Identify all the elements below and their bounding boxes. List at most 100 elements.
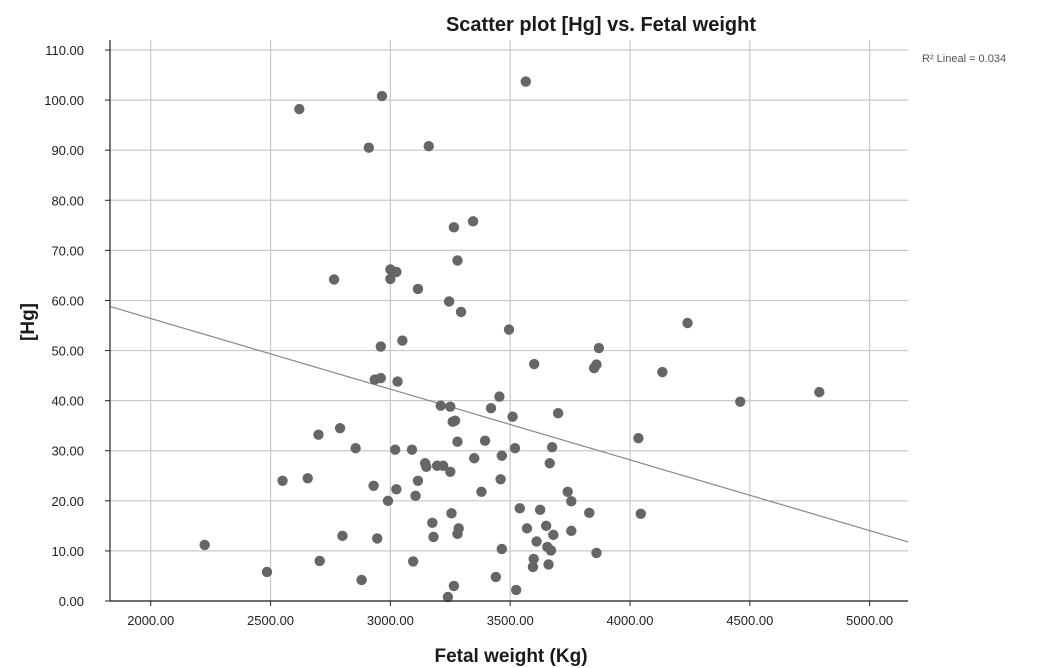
data-point (635, 508, 647, 520)
x-axis-title: Fetal weight (Kg) (434, 646, 587, 667)
axes (105, 40, 908, 606)
data-point (423, 140, 434, 152)
data-point (531, 536, 542, 547)
data-point (334, 422, 346, 434)
data-point (446, 508, 457, 519)
data-point (313, 429, 324, 440)
data-point (527, 561, 539, 573)
x-tick-label: 4500.00 (726, 613, 773, 628)
data-point (445, 401, 456, 412)
x-tick-label: 5000.00 (846, 613, 893, 628)
y-tick-label: 70.00 (51, 243, 84, 258)
data-point (261, 566, 273, 578)
data-point (412, 283, 424, 295)
y-tick-label: 30.00 (51, 444, 84, 459)
data-points (199, 76, 825, 603)
data-point (328, 274, 340, 285)
data-point (449, 415, 461, 426)
data-point (294, 103, 305, 115)
data-point (391, 266, 402, 278)
data-point (521, 523, 533, 534)
data-point (368, 480, 379, 491)
data-point (507, 411, 518, 422)
data-point (455, 306, 467, 318)
data-point (363, 142, 375, 153)
data-point (428, 531, 439, 543)
y-tick-label: 100.00 (44, 93, 84, 108)
r-squared-label: R² Lineal = 0.034 (922, 53, 1006, 65)
data-point (375, 372, 386, 384)
data-point (584, 507, 595, 519)
data-point (406, 444, 418, 455)
data-point (494, 391, 505, 402)
data-point (591, 359, 602, 370)
data-point (453, 523, 464, 534)
data-point (452, 436, 463, 447)
data-point (544, 458, 555, 469)
data-point (448, 580, 460, 592)
data-point (545, 545, 557, 556)
data-point (350, 443, 361, 454)
x-tick-label: 2500.00 (247, 613, 294, 628)
data-point (356, 574, 367, 586)
data-point (735, 396, 746, 407)
data-point (479, 435, 491, 446)
y-tick-label: 60.00 (51, 293, 84, 308)
y-tick-label: 20.00 (51, 494, 84, 509)
data-point (490, 571, 502, 583)
data-point (392, 376, 403, 387)
y-tick-label: 50.00 (51, 344, 84, 359)
data-point (469, 453, 480, 464)
data-point (540, 520, 552, 532)
data-point (633, 433, 644, 444)
fit-line-layer (109, 305, 909, 543)
data-point (593, 342, 605, 354)
data-point (389, 444, 401, 455)
y-tick-label: 110.00 (45, 43, 84, 58)
data-point (562, 486, 573, 498)
data-point (814, 386, 825, 398)
data-point (528, 553, 539, 565)
data-point (277, 475, 288, 486)
x-tick-label: 3000.00 (367, 613, 414, 628)
data-point (337, 530, 348, 542)
data-point (514, 503, 525, 514)
y-tick-label: 80.00 (51, 193, 84, 208)
data-point (448, 222, 460, 233)
data-point (534, 504, 546, 516)
x-tick-label: 3500.00 (487, 613, 534, 628)
y-axis-title: [Hg] (18, 303, 39, 341)
data-point (410, 490, 421, 502)
data-point (382, 495, 394, 507)
data-point (445, 466, 456, 477)
data-point (543, 559, 554, 570)
data-point (495, 474, 506, 485)
data-point (443, 296, 455, 307)
data-point (376, 90, 388, 102)
data-point (510, 584, 522, 596)
data-point (548, 529, 559, 541)
y-tick-label: 10.00 (51, 544, 84, 559)
data-point (467, 216, 479, 227)
data-point (437, 460, 449, 471)
x-tick-label: 4000.00 (607, 613, 654, 628)
data-point (397, 335, 408, 346)
data-point (371, 533, 383, 544)
y-tick-label: 0.00 (59, 594, 84, 609)
fit-line (109, 305, 909, 543)
data-point (314, 555, 325, 567)
data-point (509, 443, 521, 454)
data-point (442, 591, 454, 603)
data-point (485, 402, 497, 414)
data-point (496, 450, 508, 461)
data-point (566, 496, 577, 507)
data-point (591, 547, 602, 559)
data-point (435, 400, 446, 411)
data-point (385, 273, 396, 285)
chart-title: Scatter plot [Hg] vs. Fetal weight (446, 14, 756, 36)
data-point (528, 358, 540, 370)
data-point (546, 442, 558, 453)
data-point (421, 461, 432, 472)
y-tick-label: 40.00 (51, 394, 84, 409)
